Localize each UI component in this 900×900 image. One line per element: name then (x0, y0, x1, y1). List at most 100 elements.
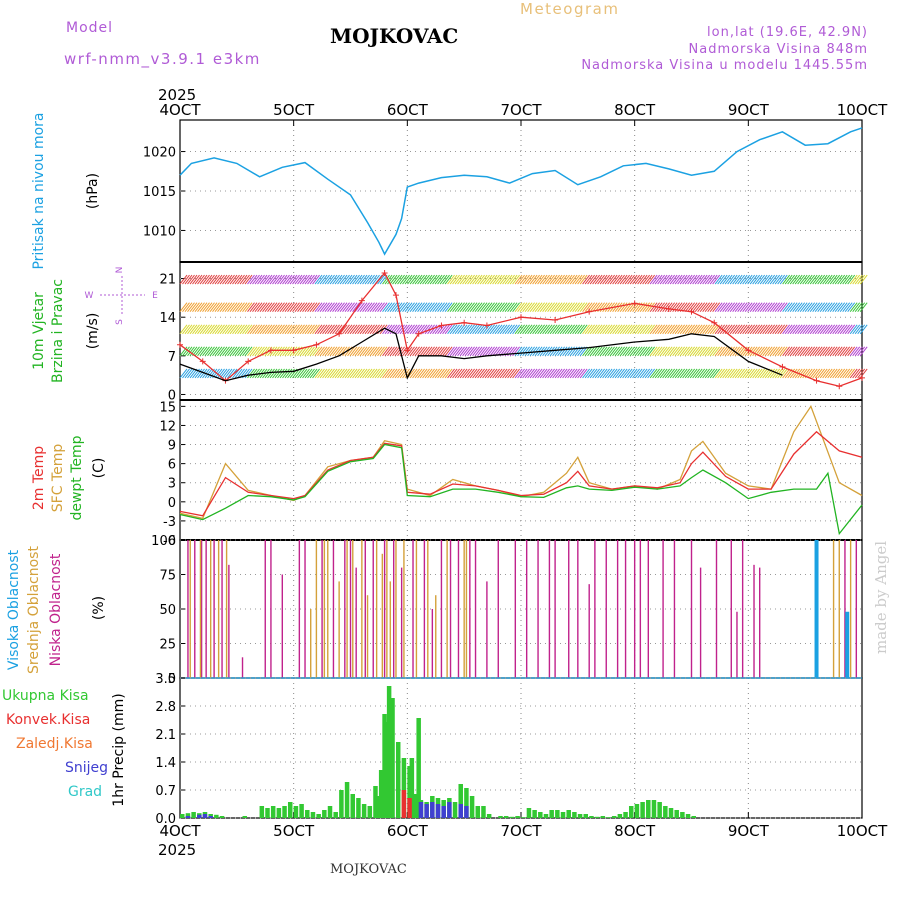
wind-barb (567, 274, 575, 285)
wind-barb (294, 302, 303, 312)
wind-barb (577, 274, 586, 285)
gust-marker (404, 347, 411, 354)
wind-barb (407, 274, 415, 285)
precip-total-bar (413, 794, 418, 818)
wind-barb (639, 346, 648, 357)
gust-marker (267, 347, 274, 354)
wind-barb (739, 274, 748, 285)
wind-barb (252, 324, 260, 335)
wind-barb (299, 324, 308, 335)
precip-total-bar (265, 808, 270, 818)
wind-barb (617, 302, 626, 312)
wind-barb (307, 324, 315, 335)
wind-barb (707, 346, 716, 357)
wind-barb (822, 302, 831, 312)
precip-total-bar (219, 816, 225, 818)
wind-barb (732, 324, 741, 335)
wind-barb (667, 346, 676, 357)
y-tick-label-p4: 50 (159, 603, 176, 618)
wind-barb (562, 368, 570, 379)
gust-marker (745, 347, 752, 354)
year-label-top: 2025 (158, 86, 196, 104)
wind-barb (509, 302, 518, 312)
wind-barb (812, 346, 821, 357)
wind-barb (324, 368, 333, 379)
wind-barb (544, 274, 553, 285)
wind-barb (289, 324, 298, 335)
precip-total-bar (350, 794, 355, 818)
wind-barb (802, 274, 811, 285)
wind-barb (682, 324, 691, 335)
wind-barb (359, 368, 368, 379)
wind-barb (527, 346, 535, 357)
wind-barb (699, 368, 708, 379)
wind-barb (449, 368, 458, 379)
time-label-bottom: 6OCT (387, 822, 429, 840)
wind-barb (344, 302, 353, 312)
wind-barb (224, 324, 233, 335)
wind-barb (632, 324, 641, 335)
wind-barb (414, 324, 423, 335)
wind-barb (689, 324, 698, 335)
wind-barb (517, 274, 525, 285)
wind-barb (612, 368, 621, 379)
wind-barb (259, 274, 268, 285)
wind-barb (529, 274, 538, 285)
wind-barb (644, 346, 653, 357)
wind-barb (669, 274, 678, 285)
wind-barb (429, 302, 438, 312)
wind-barb (582, 274, 591, 285)
wind-barb (424, 368, 433, 379)
wind-barb (452, 346, 460, 357)
wind-barb (412, 368, 420, 379)
wind-barb (759, 302, 768, 312)
wind-barb (274, 368, 283, 379)
wind-barb (409, 302, 418, 312)
wind-barb (512, 302, 520, 312)
wind-barb (429, 346, 438, 357)
wind-barb (764, 302, 773, 312)
wind-barb (819, 324, 828, 335)
wind-barb (854, 324, 863, 335)
wind-barb (382, 274, 390, 285)
wind-barb (844, 368, 853, 379)
wind-barb (682, 346, 691, 357)
wind-barb (459, 324, 468, 335)
wind-barb (532, 274, 540, 285)
wind-barb (444, 324, 453, 335)
wind-barb (447, 368, 455, 379)
wind-barb (787, 368, 796, 379)
precip-total-bar (651, 800, 657, 818)
wind-barb (832, 324, 841, 335)
wind-barb (752, 368, 761, 379)
y-tick-label-p5: 1.4 (155, 756, 176, 771)
wind-barb (414, 368, 423, 379)
wind-barb (267, 324, 275, 335)
wind-barb (274, 346, 283, 357)
wind-barb (557, 346, 565, 357)
wind-barb (409, 274, 418, 285)
wind-barb (644, 324, 653, 335)
wind-barb (652, 324, 661, 335)
wind-barb (737, 274, 746, 285)
precip-total-bar (691, 816, 696, 818)
wind-barb (737, 302, 746, 312)
wind-barb (792, 324, 801, 335)
compass-s: S (115, 319, 125, 325)
wind-barb (397, 274, 405, 285)
gust-marker (631, 300, 638, 307)
wind-barb (584, 346, 593, 357)
wind-barb (834, 302, 843, 312)
wind-barb (857, 346, 866, 357)
wind-barb (492, 302, 500, 312)
wind-barb (727, 274, 736, 285)
wind-barb (599, 324, 608, 335)
wind-barb (289, 302, 298, 312)
wind-barb (777, 274, 786, 285)
precip-total-bar (384, 722, 390, 818)
wind-barb (614, 368, 623, 379)
wind-barb (714, 302, 723, 312)
wind-barb (739, 324, 748, 335)
wind-barb (264, 324, 273, 335)
wind-barb (479, 274, 488, 285)
